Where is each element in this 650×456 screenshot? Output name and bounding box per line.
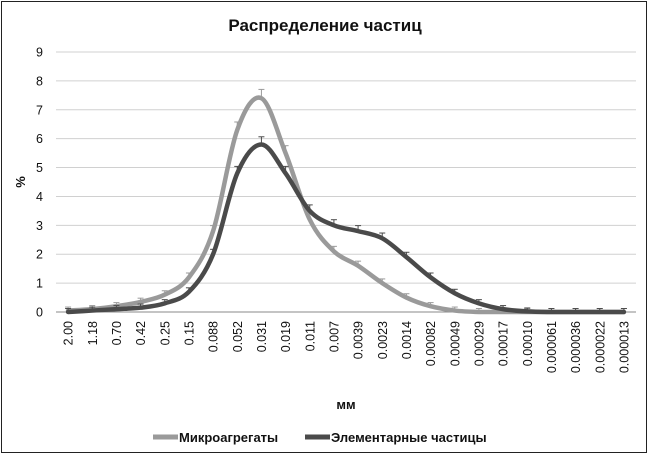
data-point — [259, 96, 264, 100]
x-tick-label: 0.0039 — [352, 321, 366, 359]
x-tick-label: 0.000013 — [617, 321, 631, 373]
data-point — [308, 209, 312, 213]
data-point — [453, 291, 457, 295]
legend-label-series-1: Микроагрегаты — [179, 430, 278, 445]
x-tick-label: 0.000061 — [545, 321, 559, 373]
x-tick-label: 0.031 — [255, 321, 269, 352]
data-point — [259, 142, 264, 147]
data-point — [573, 310, 578, 314]
data-point — [138, 300, 143, 304]
data-point — [525, 309, 529, 314]
gridlines — [56, 51, 636, 284]
x-tick-label: 0.00049 — [448, 321, 462, 366]
x-tick-label: 0.00029 — [472, 321, 486, 366]
data-point — [211, 229, 215, 233]
series-line — [65, 142, 627, 315]
x-tick-label: 0.70 — [110, 321, 124, 345]
x-tick-label: 0.0014 — [400, 321, 414, 359]
data-point — [114, 307, 119, 311]
data-point — [163, 301, 167, 305]
legend: Микроагрегаты Элементарные частицы — [153, 430, 487, 445]
x-tick-labels: 2.00 1.18 0.70 0.42 0.25 0.15 0.088 0.052 0.031 0… — [62, 321, 632, 373]
data-point — [380, 236, 384, 240]
data-point — [356, 229, 360, 233]
y-axis-label: % — [13, 176, 28, 188]
x-tick-label: 0.00082 — [424, 321, 438, 366]
x-tick-label: 0.25 — [158, 321, 172, 345]
data-point — [163, 293, 167, 297]
data-point — [66, 310, 70, 314]
x-tick-label: 0.088 — [207, 321, 221, 352]
data-point — [356, 264, 360, 268]
data-point — [332, 223, 336, 227]
y-tick-label: 5 — [36, 161, 43, 175]
x-tick-label: 2.00 — [62, 321, 76, 345]
y-tick-label: 9 — [36, 46, 43, 60]
data-point — [380, 281, 384, 285]
data-point — [404, 295, 409, 300]
y-tick-label: 6 — [36, 132, 43, 146]
x-tick-label: 0.007 — [327, 321, 341, 352]
chart-title: Распределение частиц — [228, 16, 422, 35]
series-group — [65, 88, 627, 315]
x-tick-label: 0.00017 — [497, 321, 511, 366]
data-point — [235, 171, 239, 175]
series-1 — [65, 88, 627, 315]
x-tick-label: 1.18 — [86, 321, 100, 345]
y-tick-label: 3 — [36, 219, 43, 233]
y-tick-label: 1 — [36, 277, 43, 291]
data-point — [404, 255, 409, 259]
data-point — [477, 310, 481, 314]
series-2 — [65, 136, 627, 315]
y-tick-label: 2 — [36, 248, 43, 262]
data-point — [211, 252, 215, 256]
x-tick-label: 0.019 — [279, 321, 293, 352]
data-point — [235, 128, 239, 132]
data-point — [501, 307, 505, 311]
data-point — [477, 301, 481, 305]
data-point — [187, 275, 191, 279]
data-point — [187, 290, 191, 294]
data-point — [90, 308, 94, 313]
data-point — [283, 171, 288, 175]
y-tick-label: 0 — [36, 306, 43, 320]
x-tick-label: 0.000022 — [593, 321, 607, 373]
x-tick-label: 0.42 — [134, 321, 148, 345]
data-point — [428, 275, 433, 279]
data-point — [138, 306, 143, 310]
x-tick-label: 0.011 — [303, 321, 317, 351]
series-line — [65, 95, 627, 315]
data-point — [283, 151, 288, 155]
data-point — [598, 310, 602, 314]
y-tick-label: 7 — [36, 103, 43, 117]
x-tick-label: 0.15 — [182, 321, 196, 345]
data-point — [428, 304, 433, 308]
x-tick-label: 0.052 — [231, 321, 245, 352]
data-point — [308, 217, 312, 222]
y-tick-labels: 0 1 2 3 4 5 6 7 8 9 — [36, 46, 43, 320]
x-axis-label: мм — [336, 397, 355, 412]
legend-label-series-2: Элементарные частицы — [331, 430, 487, 445]
data-point — [622, 310, 626, 314]
y-tick-label: 8 — [36, 74, 43, 88]
data-point — [549, 310, 554, 314]
x-tick-label: 0.0023 — [376, 321, 390, 359]
data-point — [332, 249, 336, 253]
x-tick-label: 0.000036 — [569, 321, 583, 373]
y-tick-label: 4 — [36, 190, 43, 204]
x-tick-label: 0.00010 — [521, 321, 535, 366]
data-point — [453, 308, 457, 313]
